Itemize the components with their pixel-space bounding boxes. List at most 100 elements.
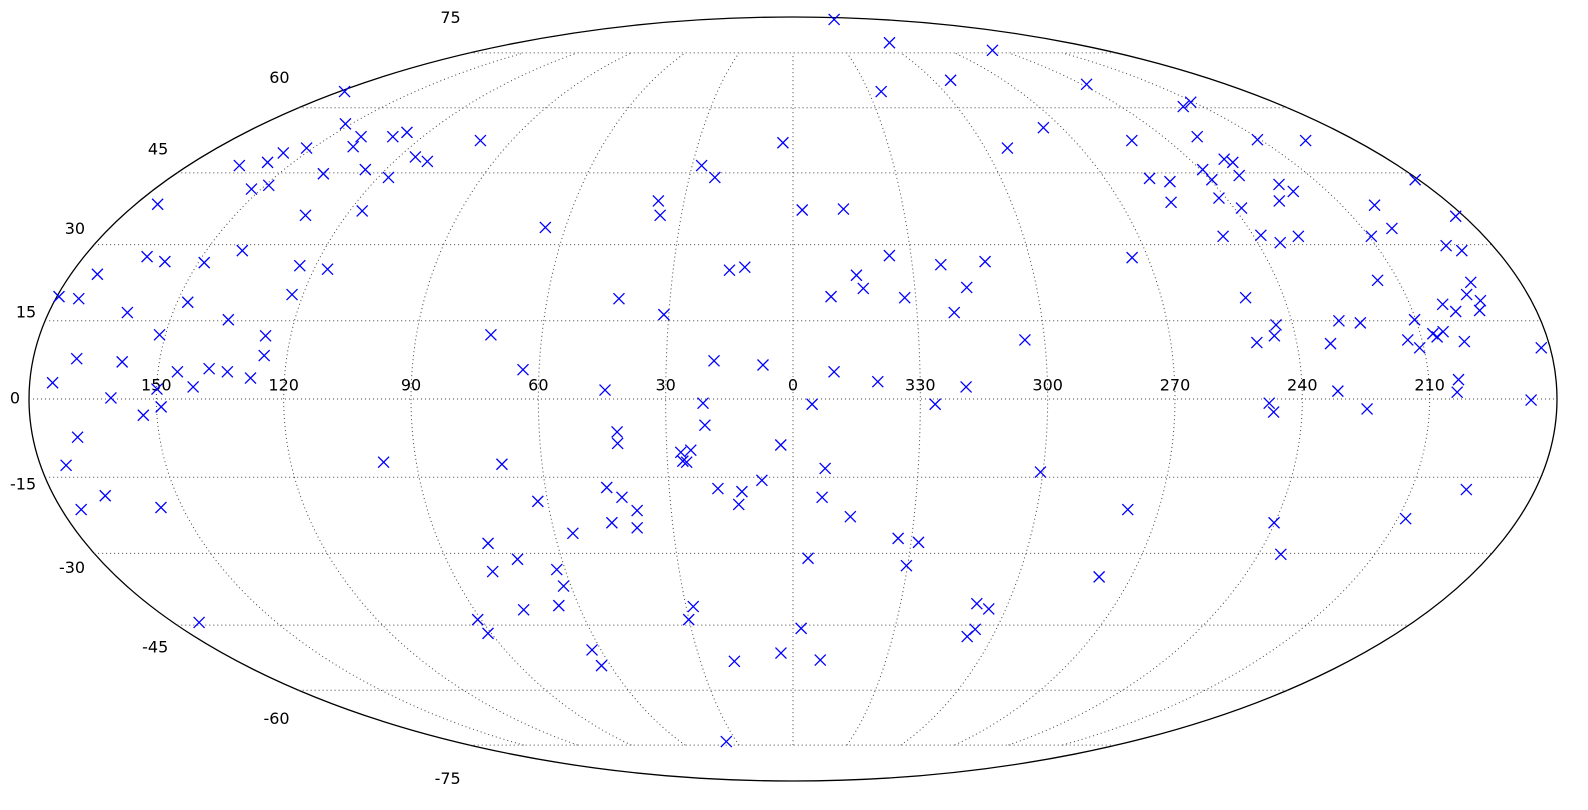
lon-label: 330: [905, 376, 936, 395]
marker: [1034, 466, 1047, 478]
marker: [221, 365, 234, 378]
marker: [198, 256, 211, 269]
lat-label: 0: [10, 389, 20, 408]
marker: [961, 630, 974, 643]
marker: [723, 264, 736, 277]
marker: [258, 349, 271, 362]
marker: [286, 288, 299, 301]
marker: [1251, 133, 1264, 146]
marker: [1368, 199, 1381, 212]
lon-label: 270: [1160, 376, 1191, 395]
marker: [356, 205, 369, 217]
marker: [1460, 288, 1473, 301]
meridian: [410, 52, 632, 746]
marker: [680, 456, 693, 469]
marker: [262, 179, 275, 192]
marker: [245, 183, 258, 196]
marker: [531, 495, 544, 508]
marker: [1458, 335, 1471, 348]
marker: [828, 365, 841, 378]
marker: [1361, 402, 1374, 415]
marker: [684, 444, 697, 457]
marker: [1268, 516, 1281, 529]
marker: [482, 537, 495, 550]
marker: [121, 306, 134, 319]
marker: [60, 459, 73, 472]
marker: [1235, 202, 1248, 215]
marker: [1455, 244, 1468, 257]
marker: [355, 130, 367, 143]
marker: [948, 306, 961, 319]
marker: [421, 155, 434, 168]
marker: [187, 380, 200, 393]
marker: [1143, 172, 1156, 185]
marker: [300, 142, 313, 155]
marker: [259, 329, 272, 342]
marker: [776, 136, 789, 149]
marker: [1460, 483, 1473, 496]
marker: [1121, 503, 1134, 516]
marker: [1267, 406, 1280, 419]
marker: [757, 359, 769, 371]
marker: [317, 167, 330, 180]
marker: [1440, 239, 1453, 252]
marker: [141, 250, 154, 263]
marker: [825, 290, 837, 303]
meridian: [283, 52, 578, 746]
marker: [1332, 314, 1345, 327]
marker: [595, 659, 608, 672]
marker: [883, 249, 896, 262]
marker: [738, 261, 751, 274]
marker: [151, 383, 163, 396]
marker: [1218, 153, 1231, 166]
marker: [1191, 130, 1204, 143]
marker: [605, 516, 618, 529]
marker: [1401, 334, 1414, 346]
marker: [1371, 274, 1384, 287]
marker: [708, 354, 720, 367]
marker: [711, 482, 724, 495]
marker: [979, 255, 992, 268]
lat-label: -30: [59, 558, 85, 577]
marker: [1324, 337, 1337, 350]
marker: [1464, 276, 1477, 289]
marker: [75, 503, 88, 516]
marker: [654, 209, 667, 222]
meridian: [537, 52, 686, 746]
marker: [1037, 121, 1050, 134]
marker: [652, 194, 665, 207]
marker: [892, 532, 905, 545]
lat-label: 30: [65, 219, 85, 238]
marker: [321, 263, 334, 276]
meridian: [900, 52, 1049, 746]
marker: [1263, 397, 1276, 410]
marker: [1413, 341, 1426, 354]
meridian: [954, 52, 1176, 746]
marker: [1449, 210, 1462, 223]
marker: [557, 580, 570, 593]
marker: [72, 292, 85, 305]
lat-label: -75: [435, 769, 461, 788]
lat-label: 60: [269, 68, 289, 87]
marker: [1125, 134, 1138, 147]
marker: [755, 474, 768, 487]
marker: [233, 159, 246, 172]
marker: [517, 603, 530, 616]
marker: [517, 363, 529, 376]
marker: [1273, 178, 1285, 191]
marker: [850, 269, 863, 282]
marker: [898, 291, 911, 304]
marker: [1399, 512, 1412, 525]
marker: [1126, 251, 1139, 264]
lat-label: -15: [10, 475, 36, 494]
marker: [1270, 318, 1282, 331]
marker: [1525, 394, 1538, 407]
marker: [495, 458, 508, 471]
marker: [550, 563, 563, 576]
marker: [814, 654, 827, 666]
marker: [155, 400, 168, 413]
marker: [806, 398, 819, 411]
lon-label: 150: [141, 376, 172, 395]
marker: [828, 13, 841, 26]
